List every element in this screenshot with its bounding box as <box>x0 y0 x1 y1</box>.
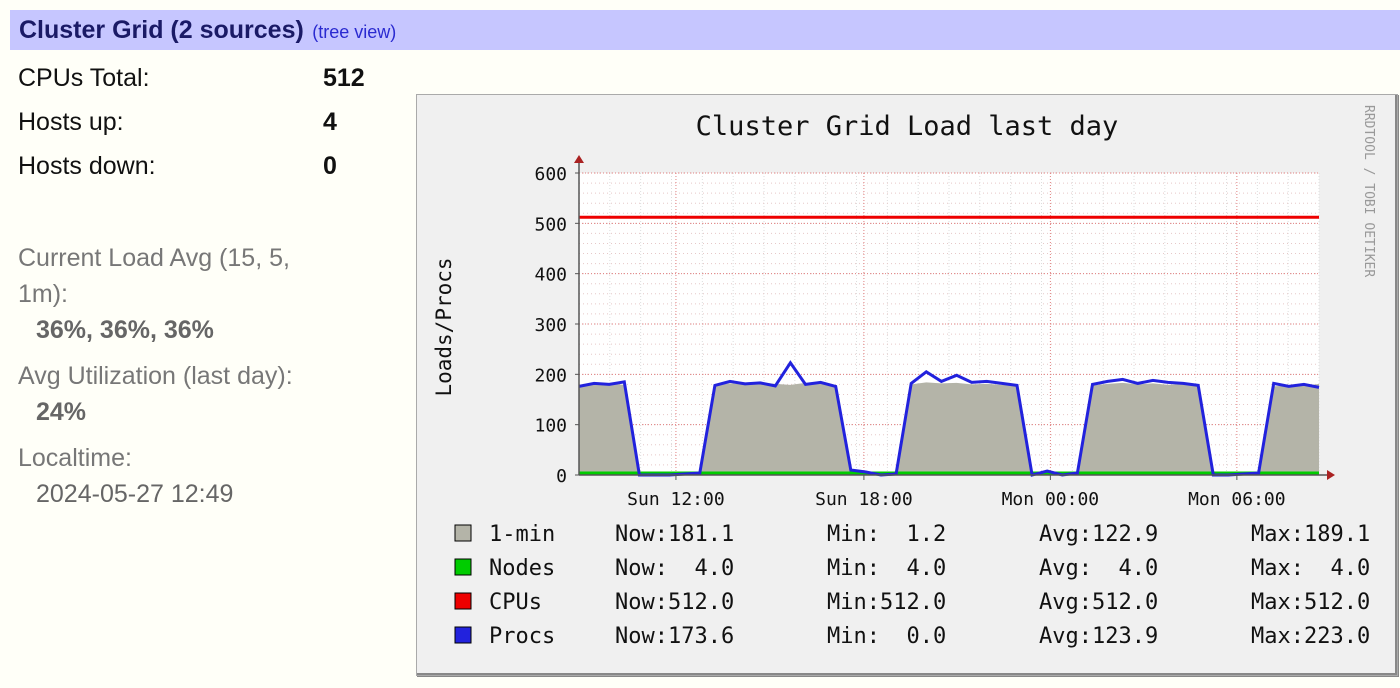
x-tick-label: Mon 00:00 <box>1002 489 1100 510</box>
x-axis-arrow <box>1327 470 1335 480</box>
y-tick-label: 400 <box>534 265 567 286</box>
tree-view-link[interactable]: (tree view) <box>312 22 397 42</box>
load-label: Current Load Avg (15, 5, <box>18 244 290 272</box>
series-procs-line <box>578 360 1320 477</box>
legend-cell: Now:512.0 <box>615 590 734 615</box>
legend-cell: Now: 4.0 <box>615 556 734 581</box>
chart-title: Cluster Grid Load last day <box>696 111 1119 142</box>
stat-hosts-down: Hosts down: 0 <box>18 152 388 196</box>
stat-hosts-up: Hosts up: 4 <box>18 108 388 152</box>
util-value: 24% <box>36 398 87 426</box>
stat-label: CPUs Total: <box>18 64 150 92</box>
localtime-value: 2024-05-27 12:49 <box>36 480 234 508</box>
legend-cell: Min: 0.0 <box>827 624 946 649</box>
y-axis-label: Loads/Procs <box>432 257 456 396</box>
y-tick-label: 300 <box>534 315 567 336</box>
stat-cpus-total: CPUs Total: 512 <box>18 64 388 108</box>
y-tick-label: 600 <box>534 164 567 185</box>
y-tick-label: 500 <box>534 214 567 235</box>
legend-cell: Min:512.0 <box>827 590 946 615</box>
x-tick-label: Sun 12:00 <box>627 489 725 510</box>
chart-axes: 0 100 200 300 400 500 600 Sun 12:00 Sun 18:00 Mon… <box>534 155 1335 510</box>
legend-cell: Nodes <box>489 556 555 581</box>
stat-value: 4 <box>323 108 337 136</box>
legend-cell: Max: 4.0 <box>1251 556 1370 581</box>
stat-label: Hosts down: <box>18 152 156 180</box>
cluster-stats: CPUs Total: 512 Hosts up: 4 Hosts down: … <box>18 64 388 196</box>
y-axis-arrow <box>574 155 584 163</box>
legend-swatch-nodes <box>454 558 472 576</box>
chart-marks <box>578 215 1320 477</box>
localtime-label: Localtime: <box>18 444 132 472</box>
x-tick-label: Mon 06:00 <box>1188 489 1286 510</box>
legend-cell: Now:173.6 <box>615 624 734 649</box>
legend-cell: Min: 1.2 <box>827 522 946 547</box>
stat-value: 512 <box>323 64 365 92</box>
stat-value: 0 <box>323 152 337 180</box>
util-label: Avg Utilization (last day): <box>18 362 293 390</box>
legend-cell: CPUs <box>489 590 542 615</box>
y-tick-label: 0 <box>556 466 567 487</box>
legend-cell: Avg:512.0 <box>1039 590 1158 615</box>
legend-cell: Avg:122.9 <box>1039 522 1158 547</box>
legend-swatch-procs <box>454 626 472 644</box>
legend-cell: Max:512.0 <box>1251 590 1370 615</box>
legend-cell: Avg: 4.0 <box>1039 556 1158 581</box>
load-chart-svg: Cluster Grid Load last day Loads/Procs R… <box>432 105 1376 649</box>
load-info: Current Load Avg (15, 5, 1m): 36%, 36%, … <box>18 240 388 512</box>
legend-cell: Procs <box>489 624 555 649</box>
legend-swatch-cpus <box>454 592 472 610</box>
rrdtool-watermark: RRDTOOL / TOBI OETIKER <box>1361 105 1376 277</box>
legend-cell: Avg:123.9 <box>1039 624 1158 649</box>
legend-cell: Max:189.1 <box>1251 522 1370 547</box>
legend-cell: Max:223.0 <box>1251 624 1370 649</box>
cluster-title: Cluster Grid (2 sources) <box>19 16 304 44</box>
legend-swatch-1-min <box>454 524 472 542</box>
legend-cell: 1-min <box>489 522 555 547</box>
load-label-cont: 1m): <box>18 280 68 308</box>
load-graph[interactable]: Cluster Grid Load last day Loads/Procs R… <box>416 94 1398 676</box>
chart-legend: 1-min Now:181.1 Min: 1.2 Avg:122.9 Max:189.1… <box>454 522 1370 649</box>
x-tick-label: Sun 18:00 <box>815 489 913 510</box>
load-value: 36%, 36%, 36% <box>36 316 214 344</box>
stat-label: Hosts up: <box>18 108 124 136</box>
legend-cell: Min: 4.0 <box>827 556 946 581</box>
legend-cell: Now:181.1 <box>615 522 734 547</box>
y-tick-label: 200 <box>534 365 567 386</box>
cluster-header: Cluster Grid (2 sources) (tree view) <box>10 10 1400 50</box>
series-1-min-area <box>579 382 1319 475</box>
y-tick-label: 100 <box>534 416 567 437</box>
